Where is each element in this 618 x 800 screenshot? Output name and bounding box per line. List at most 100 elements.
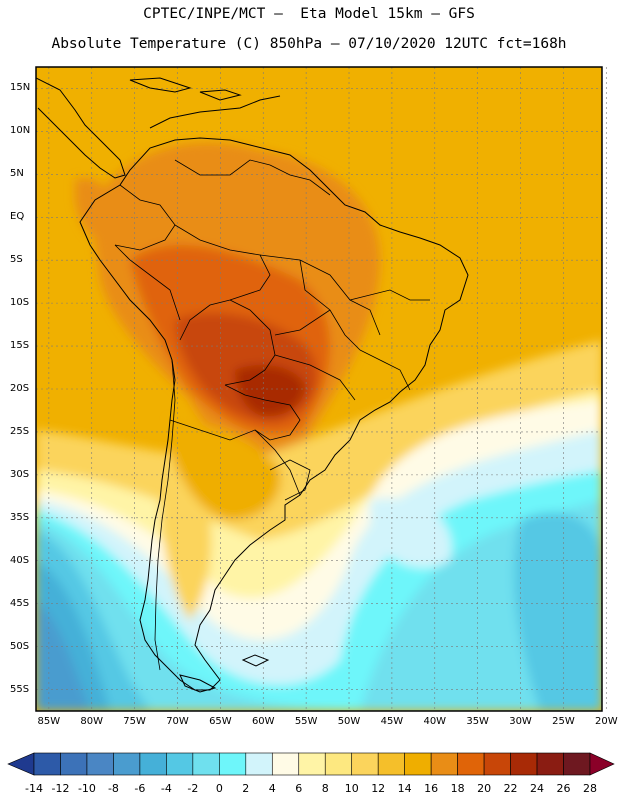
warm-zone-26 bbox=[235, 365, 305, 417]
lon-tick-label: 20W bbox=[594, 716, 618, 727]
lat-tick-label: 15S bbox=[10, 340, 30, 352]
colorbar-tick-label: 6 bbox=[295, 782, 303, 795]
lon-tick-label: 45W bbox=[380, 716, 404, 727]
colorbar-swatch bbox=[219, 752, 247, 776]
lon-tick-label: 70W bbox=[166, 716, 189, 727]
colorbar-swatch bbox=[377, 752, 405, 776]
colorbar-swatch bbox=[245, 752, 273, 776]
colorbar-tick-label: -8 bbox=[107, 782, 119, 795]
colorbar-tick-label: -4 bbox=[160, 782, 172, 795]
lon-tick-label: 30W bbox=[509, 716, 532, 727]
colorbar-tick-label: 2 bbox=[242, 782, 250, 795]
colorbar-swatch bbox=[113, 752, 141, 776]
colorbar-swatch bbox=[404, 752, 432, 776]
lon-tick-label: 60W bbox=[251, 716, 275, 727]
colorbar-tick-label: 16 bbox=[424, 782, 439, 795]
border-peru bbox=[114, 244, 181, 321]
lat-tick-label: 30S bbox=[10, 468, 30, 480]
colorbar-swatch bbox=[192, 752, 220, 776]
border-paraguay bbox=[224, 384, 301, 441]
colorbar bbox=[7, 752, 615, 776]
lat-tick-label: EQ bbox=[10, 211, 25, 223]
colorbar-swatch bbox=[298, 752, 326, 776]
colorbar-tick-label: 22 bbox=[503, 782, 518, 795]
colorbar-swatch bbox=[351, 752, 379, 776]
hispaniola-island bbox=[199, 89, 242, 101]
country-borders bbox=[114, 159, 430, 671]
lat-tick-label: 20S bbox=[10, 383, 30, 394]
colorbar-max-arrow bbox=[589, 752, 615, 776]
lat-tick-label: 10N bbox=[10, 125, 31, 137]
colorbar-tick-label: 0 bbox=[215, 782, 223, 795]
colorbar-swatch bbox=[563, 752, 591, 776]
lat-tick-label: 45S bbox=[10, 597, 30, 609]
colorbar-tick-label: 14 bbox=[397, 782, 412, 795]
lat-tick-label: 55S bbox=[10, 683, 30, 695]
cool-zone-east2 bbox=[370, 498, 452, 569]
lon-tick-label: 50W bbox=[337, 716, 361, 727]
map-frame bbox=[35, 66, 603, 712]
brazil-states bbox=[259, 254, 430, 401]
south-america-coast bbox=[79, 137, 469, 691]
colorbar-swatch bbox=[166, 752, 194, 776]
colorbar-tick-label: 28 bbox=[583, 782, 597, 795]
colorbar-tick-label: -2 bbox=[187, 782, 199, 795]
colorbar-tick-label: 20 bbox=[477, 782, 492, 795]
lon-tick-label: 80W bbox=[80, 716, 104, 727]
colorbar-tick-label: 24 bbox=[530, 782, 545, 795]
border-argentina bbox=[169, 419, 301, 496]
cool-zone-east bbox=[513, 512, 602, 711]
lat-tick-label: 40S bbox=[10, 554, 30, 566]
colorbar-swatch bbox=[324, 752, 353, 776]
colorbar-tick-label: 12 bbox=[371, 782, 386, 795]
chile-border bbox=[154, 359, 176, 671]
border-venezuela bbox=[174, 159, 271, 176]
colorbar-swatch bbox=[430, 752, 458, 776]
colorbar-swatch bbox=[483, 752, 511, 776]
lat-tick-label: 5S bbox=[10, 254, 23, 266]
lon-tick-label: 35W bbox=[466, 716, 489, 727]
colorbar-swatch bbox=[536, 752, 564, 776]
colorbar-swatch bbox=[271, 752, 300, 776]
coastlines bbox=[36, 77, 469, 693]
temperature-map bbox=[35, 66, 607, 712]
colorbar-tick-label: -14 bbox=[25, 782, 43, 795]
caribbean-coast bbox=[149, 95, 281, 129]
central-america-coast bbox=[36, 77, 126, 179]
colorbar-tick-label: 4 bbox=[268, 782, 276, 795]
map-title-line1: CPTEC/INPE/MCT – Eta Model 15km – GFS bbox=[143, 6, 475, 22]
colorbar-swatch bbox=[60, 752, 88, 776]
lon-tick-label: 65W bbox=[209, 716, 232, 727]
map-title-line2: Absolute Temperature (C) 850hPa – 07/10/… bbox=[51, 36, 567, 52]
lon-tick-label: 55W bbox=[294, 716, 318, 727]
border-guianas bbox=[269, 164, 331, 196]
cool-zone-0 bbox=[36, 500, 602, 711]
lon-tick-label: 40W bbox=[423, 716, 447, 727]
colorbar-swatch bbox=[86, 752, 114, 776]
lat-tick-label: 50S bbox=[10, 640, 30, 652]
colorbar-swatch bbox=[33, 752, 61, 776]
graticule bbox=[36, 67, 607, 711]
colorbar-swatch bbox=[510, 752, 538, 776]
falklands bbox=[241, 654, 270, 667]
argentina-warm bbox=[170, 420, 281, 520]
border-colombia bbox=[114, 184, 176, 251]
colorbar-swatch bbox=[457, 752, 485, 776]
patagonia-mild bbox=[160, 469, 212, 620]
colorbar-swatch bbox=[139, 752, 167, 776]
tierra-del-fuego bbox=[179, 674, 217, 693]
colorbar-tick-label: -12 bbox=[51, 782, 70, 795]
border-uruguay bbox=[269, 459, 311, 501]
warm-zone-coast bbox=[75, 178, 113, 239]
cuba-island bbox=[129, 77, 192, 93]
colorbar-tick-label: 26 bbox=[556, 782, 571, 795]
lon-tick-label: 85W bbox=[37, 716, 61, 727]
lat-tick-label: 25S bbox=[10, 425, 30, 437]
lat-tick-label: 10S bbox=[10, 297, 30, 309]
lat-tick-label: 5N bbox=[10, 168, 24, 180]
colorbar-tick-label: 8 bbox=[321, 782, 329, 795]
colorbar-min-arrow bbox=[7, 752, 35, 776]
lon-tick-label: 75W bbox=[123, 716, 146, 727]
lat-tick-label: 15N bbox=[10, 82, 31, 94]
colorbar-tick-label: 18 bbox=[450, 782, 465, 795]
